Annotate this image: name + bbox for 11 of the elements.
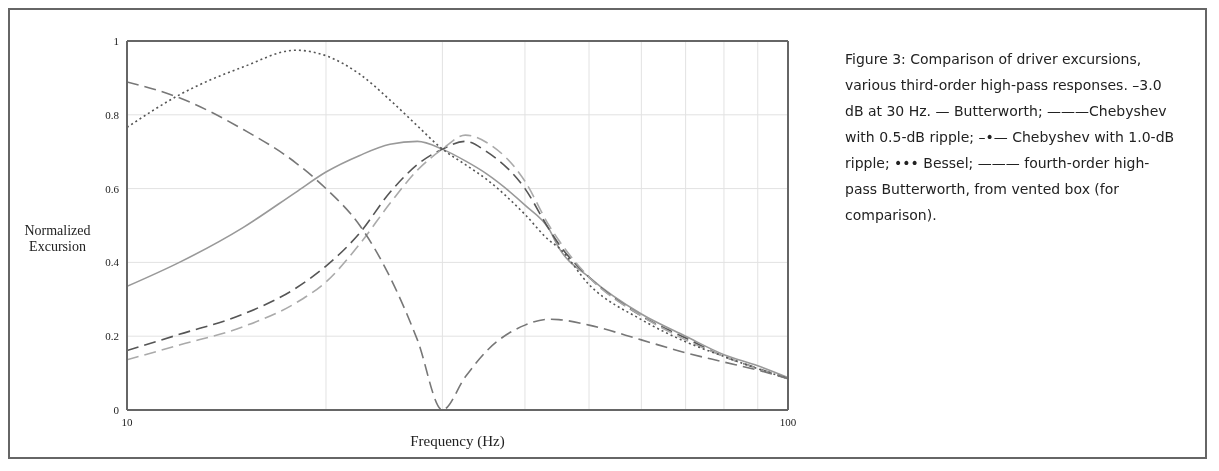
y-axis-title: Normalized Excursion xyxy=(23,221,92,256)
caption: Figure 3: Comparison of driver excursions, various third-order high-pass responses. –3.0 dB at 30 Hz. — Butterworth; ———Chebyshev with 0.5-dB ripple; –•— Chebyshev with 1.0-dB ripple; ••• Bessel; ——— fourth-order high-pass Butterworth, from vented box (for comparison). xyxy=(845,50,1175,225)
x-axis-title: Frequency (Hz) xyxy=(410,433,505,450)
y-tick-label: 1 xyxy=(113,34,119,47)
x-tick-label: 10 xyxy=(121,415,133,428)
y-tick-label: 0.8 xyxy=(105,108,120,121)
x-tick-label: 100 xyxy=(779,415,797,428)
y-tick-label: 0.4 xyxy=(105,256,120,269)
y-tick-label: 0.6 xyxy=(105,182,120,195)
y-tick-label: 0 xyxy=(113,403,120,416)
y-tick-label: 0.2 xyxy=(105,330,119,343)
